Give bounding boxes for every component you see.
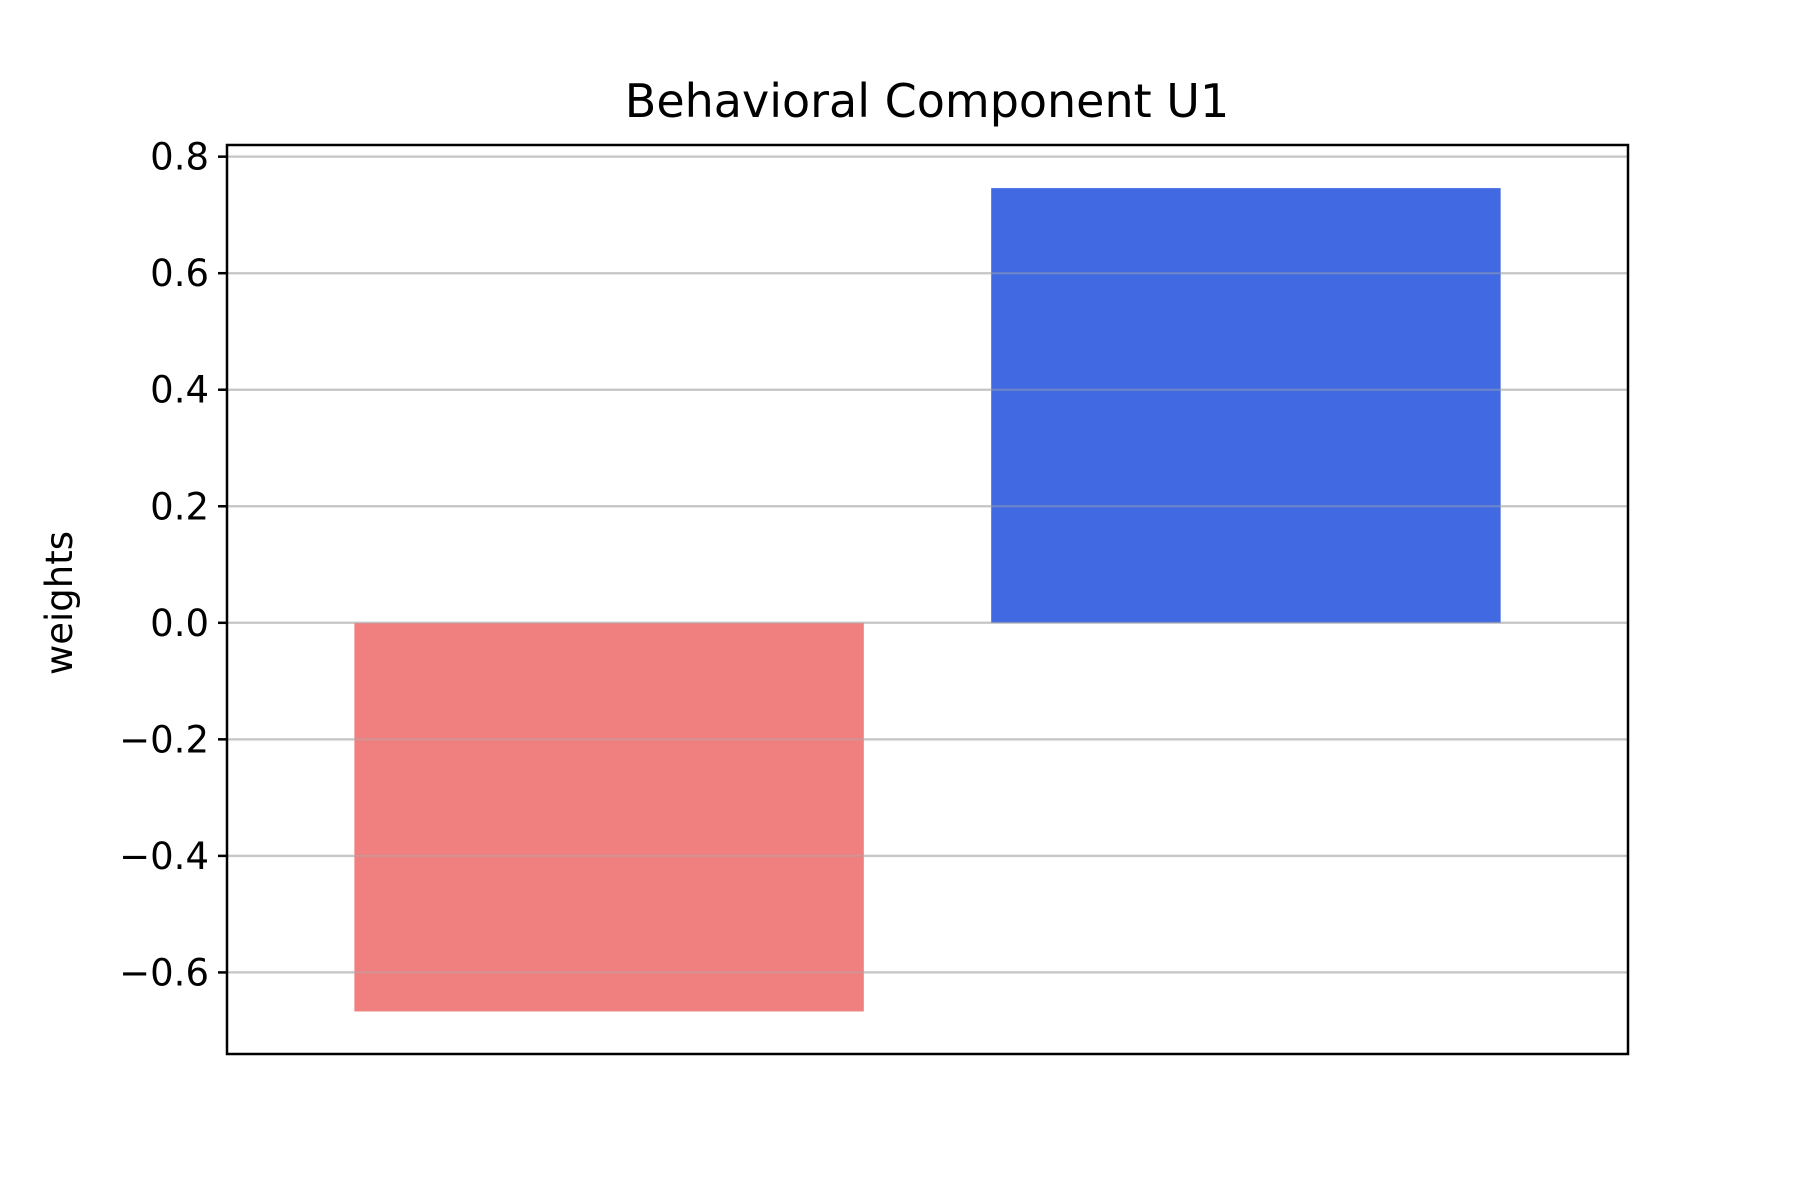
y-tick-label: 0.6 — [150, 252, 209, 295]
y-tick-label: 0.4 — [150, 369, 209, 412]
y-tick-label: −0.4 — [119, 835, 209, 878]
y-axis-label: weights — [38, 531, 81, 675]
grid-lines-overlay — [227, 155, 1628, 974]
y-tick-label: 0.0 — [150, 602, 209, 645]
y-tick-label: −0.6 — [119, 951, 209, 994]
chart-title: Behavioral Component U1 — [625, 74, 1229, 128]
y-tick-label: −0.2 — [119, 718, 209, 761]
y-tick-label: 0.8 — [150, 136, 209, 179]
plot-frame — [225, 143, 1630, 1056]
bar — [991, 188, 1501, 623]
y-axis-ticks: −0.6 −0.4 −0.2 0.0 0.2 0.4 0.6 0.8 — [119, 136, 227, 994]
bars — [354, 188, 1501, 1012]
bar — [354, 622, 864, 1012]
y-tick-label: 0.2 — [150, 485, 209, 528]
